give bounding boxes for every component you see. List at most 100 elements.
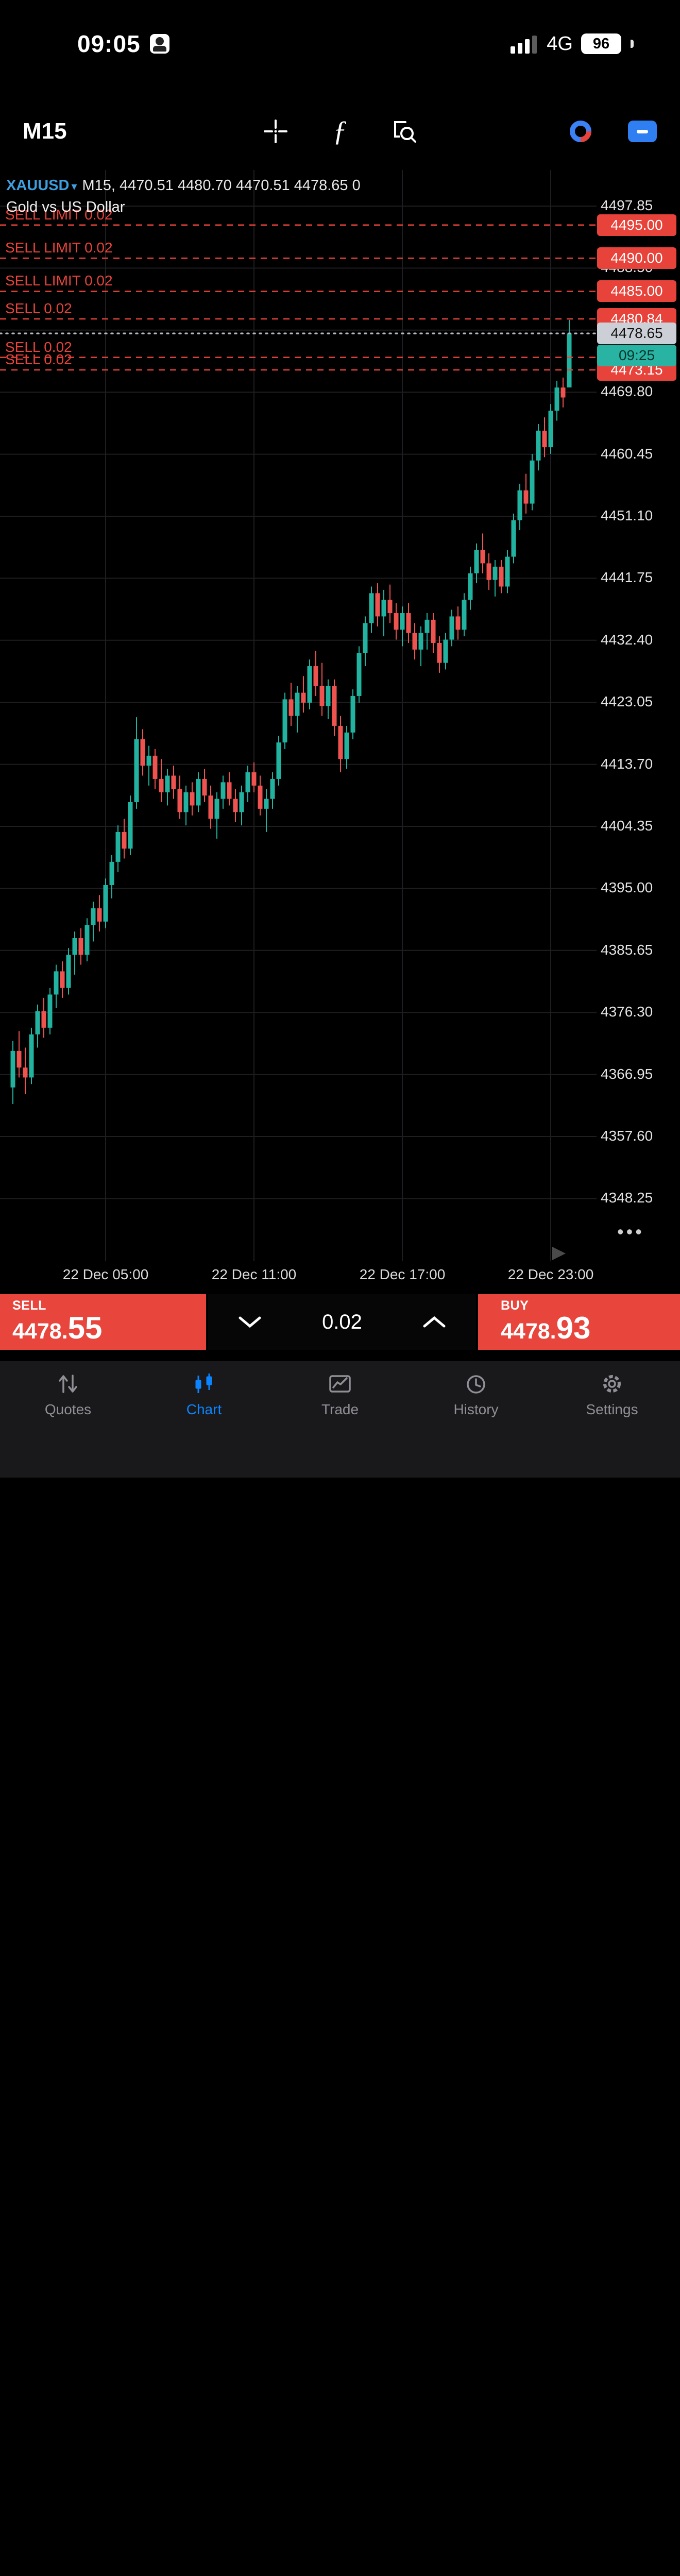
- candle-body: [437, 642, 442, 663]
- timeframe-button[interactable]: M15: [23, 118, 67, 144]
- nav-item-chart[interactable]: Chart: [147, 1371, 261, 1418]
- order-label[interactable]: SELL 0.02: [5, 351, 72, 368]
- status-circle-icon[interactable]: [568, 118, 593, 144]
- current-price-badge: 4478.65: [597, 323, 676, 345]
- symbol-description: Gold vs US Dollar: [6, 199, 125, 215]
- candle-body: [245, 772, 250, 792]
- candle-body: [462, 600, 467, 630]
- axis-more-button[interactable]: •••: [617, 1221, 644, 1242]
- app-screen: 09:05 4G 96 M15 ƒ: [0, 30, 680, 1478]
- candle-body: [443, 639, 448, 663]
- candle-body: [356, 653, 362, 696]
- chart-toolbar: M15 ƒ: [0, 98, 680, 165]
- candle-body: [146, 755, 151, 766]
- price-axis-label: 4432.40: [601, 631, 653, 648]
- candlestick-chart[interactable]: [0, 170, 680, 1261]
- candle-body: [282, 699, 287, 743]
- candle-body: [492, 566, 498, 580]
- candle-body: [480, 550, 485, 564]
- volume-increase-button[interactable]: [422, 1315, 446, 1329]
- bottom-nav: Quotes Chart Trade: [0, 1361, 680, 1478]
- candle-body: [97, 908, 102, 922]
- candle-body: [517, 490, 522, 520]
- candle-body: [227, 782, 232, 799]
- candle-body: [84, 925, 90, 955]
- candle-body: [548, 411, 553, 448]
- candle-body: [196, 778, 201, 806]
- candle-body: [122, 832, 127, 849]
- price-axis-label: 4404.35: [601, 817, 653, 834]
- candle-body: [239, 792, 244, 812]
- price-axis-label: 4460.45: [601, 445, 653, 462]
- scroll-to-latest-arrow[interactable]: [552, 1247, 566, 1260]
- chart-area[interactable]: XAUUSD ▾ M15, 4470.51 4480.70 4470.51 4478…: [0, 170, 680, 1261]
- cellular-signal-icon: [511, 36, 537, 54]
- candle-body: [35, 1011, 40, 1035]
- time-axis-label: 22 Dec 05:00: [62, 1266, 149, 1282]
- candle-body: [54, 971, 59, 995]
- volume-value[interactable]: 0.02: [322, 1310, 362, 1333]
- battery-icon: 96: [581, 33, 621, 54]
- order-price-badge: 4490.00: [597, 247, 676, 269]
- crosshair-icon[interactable]: [262, 117, 290, 145]
- volume-stepper: 0.02: [208, 1294, 476, 1350]
- time-axis[interactable]: 22 Dec 05:00 22 Dec 11:00 22 Dec 17:00 2…: [0, 1261, 680, 1290]
- candlestick-icon: [195, 1374, 212, 1393]
- candle-body: [455, 616, 461, 630]
- symbol-dropdown-icon[interactable]: ▾: [71, 180, 77, 193]
- candle-body: [319, 686, 325, 706]
- nav-item-settings[interactable]: Settings: [555, 1371, 669, 1418]
- chart-ohlc-info[interactable]: XAUUSD ▾ M15, 4470.51 4480.70 4470.51 4478…: [6, 177, 361, 194]
- volume-decrease-button[interactable]: [238, 1315, 262, 1329]
- candle-body: [363, 623, 368, 653]
- candle-body: [344, 732, 349, 759]
- order-label[interactable]: SELL LIMIT 0.02: [5, 273, 113, 289]
- order-label[interactable]: SELL 0.02: [5, 300, 72, 317]
- price-axis-label: 4441.75: [601, 569, 653, 586]
- candle-body: [511, 520, 516, 557]
- order-price-badge: 4485.00: [597, 280, 676, 302]
- candle-body: [474, 550, 479, 573]
- candle-body: [536, 430, 541, 461]
- ohlc-values: M15, 4470.51 4480.70 4470.51 4478.65 0: [82, 177, 361, 194]
- candle-body: [233, 799, 238, 812]
- candle-body: [208, 795, 213, 819]
- candle-body: [134, 739, 139, 802]
- price-axis-label: 4413.70: [601, 755, 653, 772]
- candle-body: [449, 616, 454, 640]
- time-axis-label: 22 Dec 17:00: [359, 1266, 446, 1282]
- candle-body: [23, 1067, 28, 1078]
- candle-body: [29, 1034, 34, 1078]
- floating-window-icon[interactable]: [628, 121, 657, 142]
- candle-body: [375, 593, 380, 617]
- candle-body: [103, 885, 108, 922]
- sell-price: 4478. 55: [12, 1311, 103, 1345]
- bar-countdown-badge: 09:25: [597, 345, 676, 367]
- candle-body: [270, 778, 275, 799]
- sell-button[interactable]: SELL 4478. 55: [0, 1294, 206, 1350]
- candle-body: [128, 802, 133, 849]
- candle-body: [350, 696, 355, 733]
- trade-chart-icon: [329, 1375, 351, 1393]
- candle-body: [381, 600, 386, 617]
- candle-body: [16, 1050, 22, 1068]
- indicator-function-icon[interactable]: ƒ: [333, 115, 347, 147]
- order-label[interactable]: SELL LIMIT 0.02: [5, 206, 113, 223]
- nav-item-history[interactable]: History: [419, 1371, 533, 1418]
- objects-icon[interactable]: [390, 117, 419, 146]
- symbol-name[interactable]: XAUUSD: [6, 177, 70, 194]
- gear-icon: [603, 1375, 621, 1393]
- candle-body: [505, 556, 510, 587]
- candle-body: [338, 725, 343, 759]
- candle-body: [431, 619, 436, 643]
- buy-button[interactable]: BUY 4478. 93: [478, 1294, 680, 1350]
- nav-item-quotes[interactable]: Quotes: [11, 1371, 125, 1418]
- candle-body: [78, 938, 83, 955]
- candle-body: [499, 566, 504, 587]
- order-price-badge: 4495.00: [597, 214, 676, 236]
- candle-body: [560, 387, 566, 398]
- order-label[interactable]: SELL 0.02: [5, 338, 72, 355]
- nav-item-trade[interactable]: Trade: [283, 1371, 397, 1418]
- order-label[interactable]: SELL LIMIT 0.02: [5, 240, 113, 256]
- price-axis-label: 4469.80: [601, 383, 653, 400]
